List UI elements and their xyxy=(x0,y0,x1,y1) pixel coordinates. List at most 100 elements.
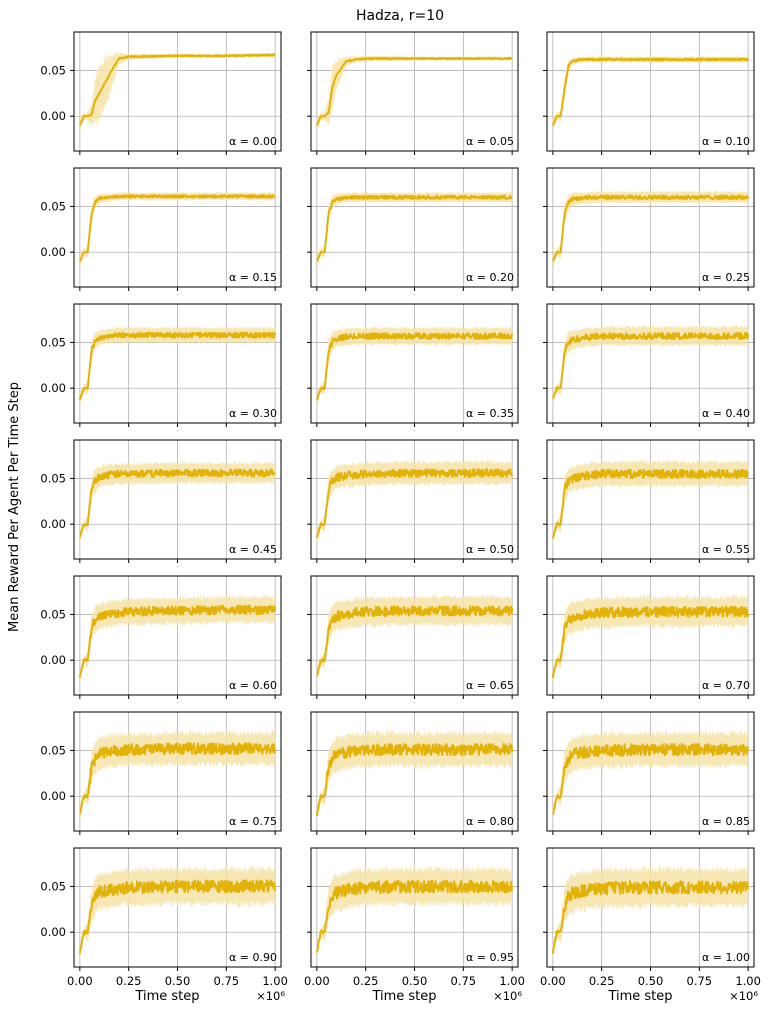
mean-line xyxy=(315,332,514,401)
mean-line xyxy=(551,468,750,539)
y-tick-label: 0.05 xyxy=(40,471,66,485)
panel: α = 0.35 xyxy=(307,303,519,427)
x-tick-label: 0.50 xyxy=(638,974,664,988)
x-axis-label: Time step xyxy=(607,989,672,1004)
y-tick-label: 0.05 xyxy=(40,335,66,349)
panel: 0.00 0.25 0.50 0.75 1.00 Time step ×10⁶ α = 0.9… xyxy=(304,847,525,1004)
mean-line xyxy=(78,194,276,262)
mean-line xyxy=(316,194,513,262)
y-tick-label: 0.05 xyxy=(40,607,66,621)
alpha-annotation: α = 0.65 xyxy=(466,679,514,692)
x-tick-label: 0.00 xyxy=(67,974,93,988)
panel: α = 0.10 xyxy=(543,31,755,155)
std-band xyxy=(316,55,513,133)
std-band xyxy=(316,594,513,686)
y-tick-label: 0.05 xyxy=(40,63,66,77)
std-band xyxy=(79,594,276,684)
panel: α = 0.05 xyxy=(307,31,519,155)
alpha-annotation: α = 0.05 xyxy=(466,135,514,148)
alpha-annotation: α = 0.30 xyxy=(229,407,277,420)
panel: α = 0.65 xyxy=(307,575,519,699)
alpha-annotation: α = 0.20 xyxy=(466,271,514,284)
panel: α = 0.50 xyxy=(307,439,519,563)
x-tick-label: 1.00 xyxy=(262,974,288,988)
x-axis-label: Time step xyxy=(371,989,436,1004)
panel: 0.00 0.05 0.00 0.25 0.50 0.75 1.00 Time step ×10… xyxy=(40,847,288,1004)
panel: 0.00 0.05 α = 0.15 xyxy=(40,167,282,291)
alpha-annotation: α = 0.70 xyxy=(702,679,750,692)
x-exponent-label: ×10⁶ xyxy=(493,989,522,1003)
alpha-annotation: α = 0.95 xyxy=(466,951,514,964)
x-axis-label: Time step xyxy=(134,989,199,1004)
alpha-annotation: α = 0.15 xyxy=(229,271,277,284)
panel: 0.00 0.05 α = 0.75 xyxy=(40,711,282,835)
y-tick-label: 0.05 xyxy=(40,879,66,893)
alpha-annotation: α = 0.00 xyxy=(229,135,277,148)
x-tick-label: 0.50 xyxy=(165,974,191,988)
y-tick-label: 0.05 xyxy=(40,199,66,213)
alpha-annotation: α = 0.25 xyxy=(702,271,750,284)
std-band xyxy=(316,459,513,544)
mean-line xyxy=(551,605,750,678)
panel: 0.00 0.05 α = 0.45 xyxy=(40,439,282,563)
x-tick-label: 0.25 xyxy=(353,974,379,988)
panel: 0.00 0.05 α = 0.00 xyxy=(40,31,282,155)
x-tick-label: 0.75 xyxy=(451,974,477,988)
y-tick-label: 0.00 xyxy=(40,109,66,123)
mean-line xyxy=(551,880,750,954)
panel: 0.00 0.25 0.50 0.75 1.00 Time step ×10⁶ α = 1.0… xyxy=(540,847,761,1004)
panel: α = 0.40 xyxy=(543,303,755,427)
mean-line xyxy=(78,468,276,538)
x-tick-label: 0.00 xyxy=(304,974,330,988)
alpha-annotation: α = 0.55 xyxy=(702,543,750,556)
std-band xyxy=(552,594,749,685)
y-axis-label: Mean Reward Per Agent Per Time Step xyxy=(7,382,22,632)
x-exponent-label: ×10⁶ xyxy=(729,989,758,1003)
y-tick-label: 0.00 xyxy=(40,789,66,803)
alpha-annotation: α = 0.60 xyxy=(229,679,277,692)
alpha-annotation: α = 0.75 xyxy=(229,815,277,828)
std-band xyxy=(552,56,749,132)
x-tick-label: 0.00 xyxy=(540,974,566,988)
y-tick-label: 0.00 xyxy=(40,517,66,531)
panel: α = 0.55 xyxy=(543,439,755,563)
y-tick-label: 0.05 xyxy=(40,743,66,757)
alpha-annotation: α = 0.45 xyxy=(229,543,277,556)
alpha-annotation: α = 0.35 xyxy=(466,407,514,420)
mean-line xyxy=(315,879,514,953)
panel: α = 0.80 xyxy=(307,711,519,835)
alpha-annotation: α = 0.85 xyxy=(702,815,750,828)
mean-line xyxy=(551,331,750,399)
std-band xyxy=(552,459,749,547)
x-tick-label: 0.75 xyxy=(687,974,713,988)
mean-line xyxy=(315,468,514,538)
alpha-annotation: α = 0.10 xyxy=(702,135,750,148)
x-exponent-label: ×10⁶ xyxy=(256,989,285,1003)
x-tick-label: 1.00 xyxy=(499,974,525,988)
mean-line xyxy=(315,742,514,817)
y-tick-label: 0.00 xyxy=(40,653,66,667)
x-tick-label: 1.00 xyxy=(735,974,761,988)
figure-title: Hadza, r=10 xyxy=(356,8,444,24)
y-tick-label: 0.00 xyxy=(40,245,66,259)
mean-line xyxy=(78,331,277,401)
std-band xyxy=(552,325,749,408)
panel: 0.00 0.05 α = 0.60 xyxy=(40,575,282,699)
mean-line xyxy=(315,605,514,676)
panel-grid: 0.00 0.05 α = 0.00 α = 0.05 α = 0.10 0.00 0.05… xyxy=(40,31,761,1004)
x-tick-label: 0.25 xyxy=(589,974,615,988)
alpha-annotation: α = 1.00 xyxy=(702,951,750,964)
mean-line xyxy=(78,879,277,954)
mean-line xyxy=(79,742,277,815)
x-tick-label: 0.25 xyxy=(116,974,142,988)
y-tick-label: 0.00 xyxy=(40,381,66,395)
mean-line xyxy=(551,57,749,126)
panel: α = 0.25 xyxy=(543,167,755,291)
x-tick-label: 0.75 xyxy=(214,974,240,988)
panel: 0.00 0.05 α = 0.30 xyxy=(40,303,282,427)
alpha-annotation: α = 0.80 xyxy=(466,815,514,828)
mean-line xyxy=(551,194,750,262)
alpha-annotation: α = 0.40 xyxy=(702,407,750,420)
panel: α = 0.20 xyxy=(307,167,519,291)
